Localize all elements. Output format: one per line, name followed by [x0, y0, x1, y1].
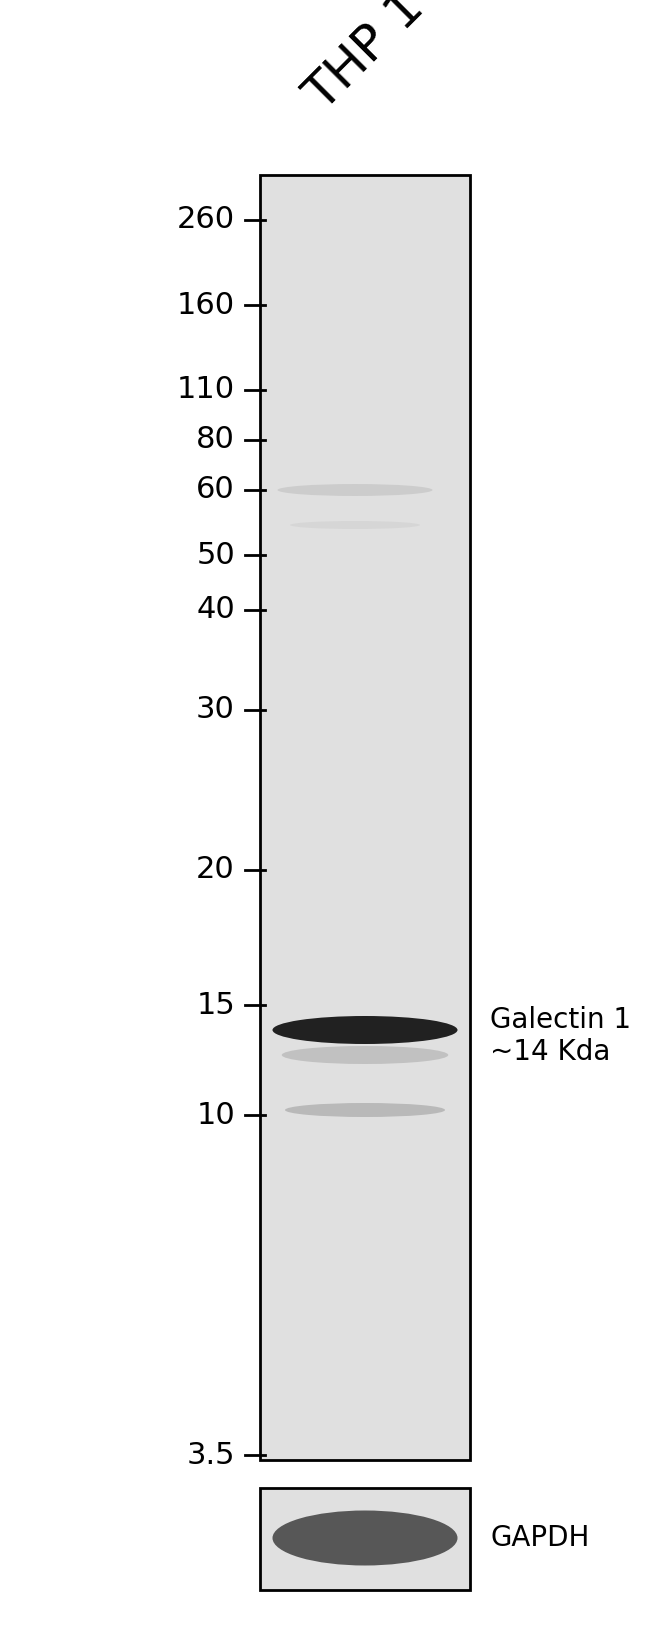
- Bar: [260, 175, 470, 1460]
- Text: 20: 20: [196, 856, 235, 884]
- Text: 30: 30: [196, 696, 235, 725]
- Text: 260: 260: [177, 206, 235, 234]
- Text: 10: 10: [196, 1100, 235, 1130]
- Ellipse shape: [290, 521, 420, 529]
- Ellipse shape: [278, 485, 432, 496]
- Text: 3.5: 3.5: [187, 1441, 235, 1470]
- Text: 60: 60: [196, 475, 235, 504]
- Text: 40: 40: [196, 596, 235, 624]
- Text: THP 1: THP 1: [296, 0, 434, 120]
- Text: 160: 160: [177, 290, 235, 319]
- Text: 80: 80: [196, 426, 235, 455]
- Ellipse shape: [272, 1017, 458, 1044]
- Ellipse shape: [285, 1103, 445, 1116]
- Text: ~14 Kda: ~14 Kda: [490, 1038, 610, 1066]
- Text: Galectin 1: Galectin 1: [490, 1007, 631, 1035]
- Text: 50: 50: [196, 540, 235, 570]
- Text: 110: 110: [177, 375, 235, 404]
- Bar: [260, 1488, 470, 1590]
- Ellipse shape: [281, 1046, 448, 1064]
- Text: GAPDH: GAPDH: [490, 1524, 590, 1552]
- Text: 15: 15: [196, 990, 235, 1020]
- Ellipse shape: [272, 1511, 458, 1565]
